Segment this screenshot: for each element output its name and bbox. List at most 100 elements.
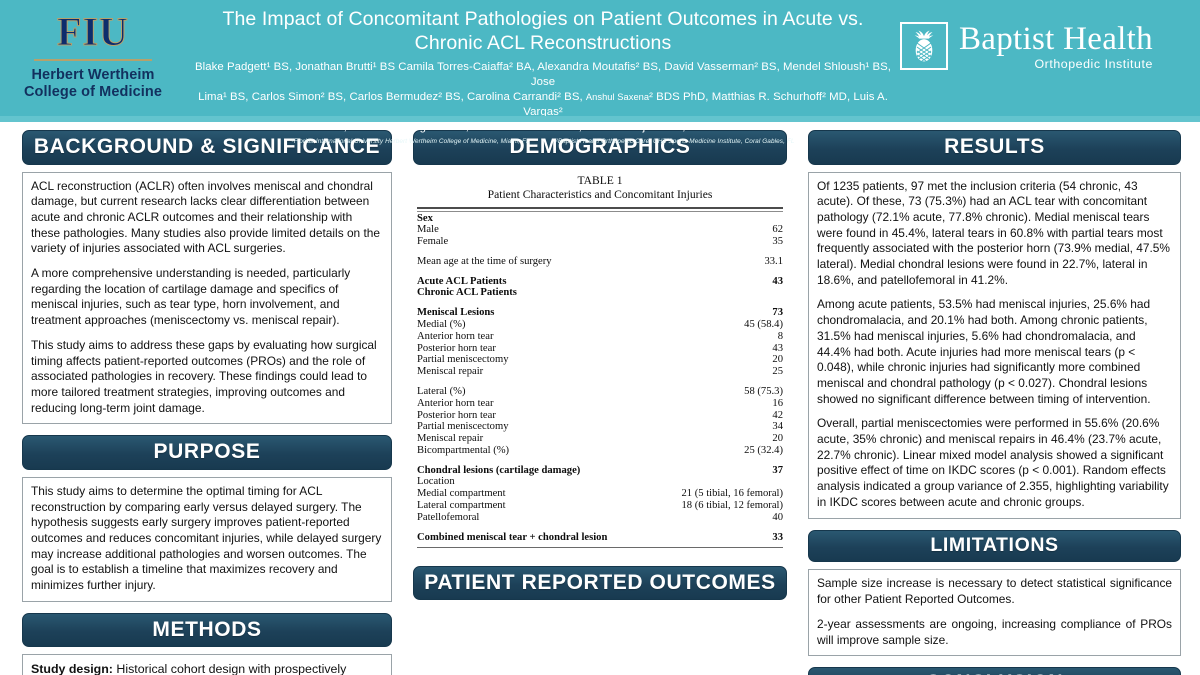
table-cell-label: Male	[417, 224, 439, 236]
fiu-college-line2: College of Medicine	[23, 84, 163, 101]
table-row: Mean age at the time of surgery 33.1	[417, 256, 783, 268]
table-cell-label: Partial meniscectomy	[417, 354, 509, 366]
table-cell-value: 40	[772, 511, 783, 523]
table-cell-label: Acute ACL Patients	[417, 275, 507, 287]
table-cell-value: 33.1	[764, 255, 783, 267]
table1-title: Patient Characteristics and Concomitant …	[487, 188, 713, 202]
table-cell-value: 37	[772, 464, 783, 476]
table-cell-label: Chronic ACL Patients	[417, 287, 517, 299]
table-row: Meniscal repair 25	[417, 366, 783, 378]
background-paragraph-2: A more comprehensive understanding is ne…	[31, 266, 351, 328]
table1-caption: TABLE 1 Patient Characteristics and Conc…	[417, 174, 783, 204]
table-row: Combined meniscal tear + chondral lesion…	[417, 531, 783, 543]
column-right: RESULTS Of 1235 patients, 97 met the inc…	[797, 130, 1200, 675]
table-cell-label: Medial (%)	[417, 319, 466, 331]
table-row-spacer	[417, 299, 783, 307]
table-cell-label: Posterior horn tear	[417, 342, 496, 354]
table1-body: Sex Male 62 Female 35 Mean age at the time of…	[417, 212, 783, 543]
table-cell-value: 18 (6 tibial, 12 femoral)	[681, 499, 784, 511]
table-cell-value: 73	[772, 307, 783, 319]
table-cell-label: Lateral compartment	[417, 499, 506, 511]
table-cell-value: 45 (58.4)	[744, 319, 783, 331]
table-row: Meniscal repair 20	[417, 433, 783, 445]
table-cell-value: 34	[772, 421, 783, 433]
table-cell-value: 58 (75.3)	[744, 385, 783, 397]
table1-rule-bottom	[417, 546, 783, 548]
table-cell-label: Posterior horn tear	[417, 409, 496, 421]
table-cell-label: Meniscal repair	[417, 433, 484, 445]
table-row: Medial compartment 21 (5 tibial, 16 femor…	[417, 488, 783, 500]
section-header-demographics: DEMOGRAPHICS	[413, 130, 787, 165]
table-cell-value: 16	[772, 397, 783, 409]
table1-rule-top	[417, 207, 783, 210]
table-cell-label: Patellofemoral	[417, 511, 480, 523]
table-cell-label: Medial compartment	[417, 488, 506, 500]
section-header-limitations: LIMITATIONS	[808, 529, 1181, 563]
table-cell-value: 8	[777, 330, 783, 342]
table-row: Posterior horn tear 42	[417, 409, 783, 421]
table-cell-label: Anterior horn tear	[417, 330, 494, 342]
table-row: Location	[417, 476, 783, 488]
table-cell-label: Sex	[417, 212, 433, 224]
baptist-health-name: Baptist Health	[959, 21, 1153, 57]
table-cell-label: Combined meniscal tear + chondral lesion	[417, 531, 608, 543]
table-row: Acute ACL Patients 43	[417, 275, 783, 287]
table-cell-value: 33	[772, 531, 783, 543]
results-paragraph-2: Among acute patients, 53.5% had meniscal…	[817, 297, 1151, 406]
table-cell-label: Meniscal repair	[417, 366, 484, 378]
table-cell-label: Mean age at the time of surgery	[417, 255, 552, 267]
limitations-paragraph-1: Sample size increase is necessary to det…	[817, 576, 1172, 607]
table-cell-value: 25 (32.4)	[744, 444, 783, 456]
section-header-purpose: PURPOSE	[22, 435, 392, 470]
table-row-spacer	[417, 523, 783, 531]
table-row: Female 35	[417, 236, 783, 248]
table-row: Lateral (%) 58 (75.3)	[417, 386, 783, 398]
poster-columns: BACKGROUND & SIGNIFICANCE ACL reconstruc…	[0, 122, 1200, 675]
table-row: Anterior horn tear 8	[417, 330, 783, 342]
table-spacer-cell	[417, 456, 783, 464]
section-body-limitations: Sample size increase is necessary to det…	[808, 569, 1181, 657]
author-line-3: MD PhD, Gautam P. Yagnik² MD, Keith Hech…	[300, 121, 786, 134]
results-paragraph-3: Overall, partial meniscectomies were per…	[817, 416, 1169, 509]
section-header-results: RESULTS	[808, 130, 1181, 165]
table-cell-label: Anterior horn tear	[417, 397, 494, 409]
table-cell-value: 62	[772, 224, 783, 236]
table-cell-value: 43	[772, 342, 783, 354]
table-row-spacer	[417, 248, 783, 256]
table-spacer-cell	[417, 523, 783, 531]
table-row-spacer	[417, 378, 783, 386]
table-cell-label: Female	[417, 236, 449, 248]
table-cell-label: Meniscal Lesions	[417, 307, 495, 319]
author-line-2-small: Anshul Saxena	[585, 91, 650, 102]
table-cell-value: 20	[772, 354, 783, 366]
table-cell-value: 21 (5 tibial, 16 femoral)	[681, 488, 784, 500]
background-paragraph-1: ACL reconstruction (ACLR) often involves…	[31, 178, 380, 256]
baptist-health-tagline: Orthopedic Institute	[1034, 57, 1153, 72]
author-list: Blake Padgett¹ BS, Jonathan Brutti¹ BS C…	[192, 60, 894, 136]
methods-study-design: Study design: Historical cohort design w…	[31, 661, 383, 675]
affiliation-1: ¹Florida International University Herber…	[291, 138, 530, 146]
table1-wrapper: TABLE 1 Patient Characteristics and Conc…	[413, 172, 787, 548]
fiu-college-line1: Herbert Wertheim	[31, 67, 155, 83]
fiu-logo: FIU Herbert Wertheim College of Medicine	[0, 0, 186, 101]
table-row: Meniscal Lesions 73	[417, 307, 783, 319]
table-row: Male 62	[417, 224, 783, 236]
title-block: The Impact of Concomitant Pathologies on…	[186, 0, 900, 145]
table-cell-value: 25	[772, 366, 783, 378]
table1: Sex Male 62 Female 35 Mean age at the time of…	[417, 212, 783, 543]
poster-header-band: FIU Herbert Wertheim College of Medicine…	[0, 0, 1200, 145]
table-spacer-cell	[417, 248, 783, 256]
table-row: Chondral lesions (cartilage damage) 37	[417, 464, 783, 476]
page-title: The Impact of Concomitant Pathologies on…	[222, 8, 864, 54]
table-row: Partial meniscectomy 34	[417, 421, 783, 433]
column-middle: DEMOGRAPHICS TABLE 1 Patient Characteris…	[403, 130, 797, 675]
table-cell-value	[674, 476, 784, 488]
fiu-college-name: Herbert Wertheim College of Medicine	[0, 67, 186, 101]
table1-label: TABLE 1	[577, 173, 623, 187]
table-spacer-cell	[417, 267, 783, 275]
table-cell-value: 43	[772, 275, 783, 287]
methods-study-design-text: Historical cohort design with prospectiv…	[116, 662, 347, 675]
baptist-text-block: Baptist Health Orthopedic Institute	[959, 22, 1153, 71]
fiu-wordmark-icon: FIU	[57, 9, 129, 54]
section-header-conclusion: CONCLUSION	[808, 667, 1181, 675]
